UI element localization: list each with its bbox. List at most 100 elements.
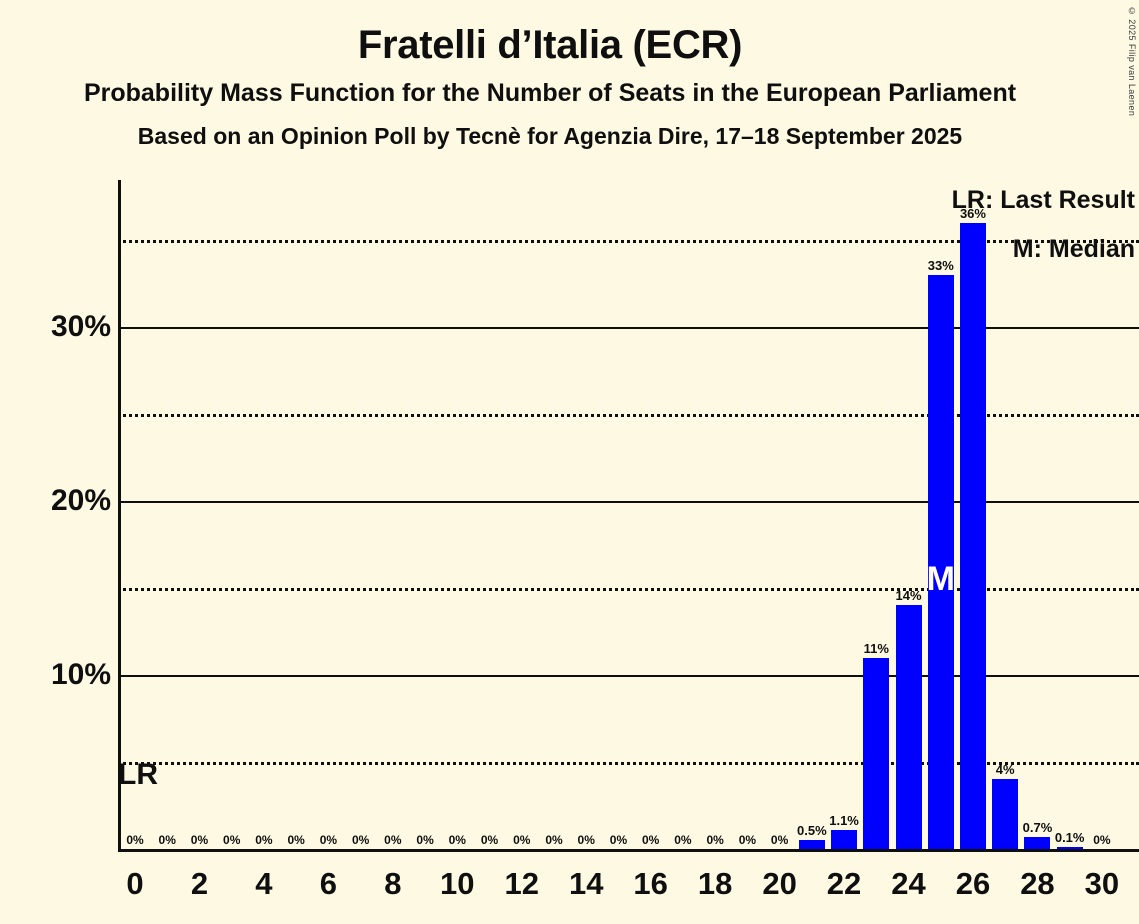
bar-value-label: 0.1% [1054, 830, 1085, 846]
chart-legend: LR: Last Result M: Median [952, 188, 1135, 262]
bar-value-label: 33% [927, 257, 954, 273]
bar-seat-29: 0.1% [1054, 177, 1085, 849]
bar-value-label: 0% [706, 833, 724, 847]
y-axis-tick-label: 20% [50, 484, 111, 517]
bar-seat-25: 33% M [926, 177, 955, 849]
bar-seat-2: 0% [186, 177, 212, 849]
x-axis-tick-label: 14 [568, 866, 604, 901]
bar-seat-1: 0% [154, 177, 180, 849]
bar-value-label: 0.7% [1022, 819, 1053, 835]
bar-value-label: 0% [1093, 833, 1111, 847]
x-axis-tick-label: 4 [255, 866, 273, 901]
x-axis-tick-label: 16 [633, 866, 668, 901]
bar-value-label: 4% [995, 762, 1015, 778]
bar-seat-14: 0% [573, 177, 599, 849]
bar-rect [927, 274, 954, 849]
bar-value-label: 0% [416, 833, 434, 847]
y-axis-tick-label: 30% [50, 310, 111, 343]
bar-seat-20: 0% [767, 177, 793, 849]
bar-seat-9: 0% [412, 177, 438, 849]
gridline-solid-10 [118, 675, 1139, 677]
median-marker: M [926, 560, 955, 599]
bar-value-label: 0% [609, 833, 628, 847]
bar-value-label: 0% [223, 833, 241, 847]
bar-rect [1056, 847, 1083, 849]
x-axis-labels: 0 2 4 6 8 10 12 14 16 18 20 22 24 26 28 30 [118, 868, 1139, 924]
bar-rect [1024, 836, 1051, 849]
gridline-solid-20 [118, 501, 1139, 503]
chart-source-line: Based on an Opinion Poll by Tecnè for Ag… [137, 122, 963, 149]
bar-value-label: 0.5% [797, 823, 827, 839]
gridline-dotted-35 [118, 240, 1139, 243]
x-axis-tick-label: 30 [1084, 866, 1120, 901]
legend-median: M: Median [1012, 235, 1135, 263]
bar-seat-12: 0% [509, 177, 535, 849]
x-axis-tick-label: 0 [126, 866, 144, 901]
x-axis-tick-label: 2 [190, 866, 209, 901]
gridline-dotted-5 [118, 762, 1139, 765]
bar-rect [959, 222, 986, 849]
bar-seat-5: 0% [283, 177, 309, 849]
bar-seat-21: 0.5% [797, 177, 827, 849]
bar-seat-0: 0% [122, 177, 148, 849]
bar-value-label: 0% [545, 833, 563, 847]
gridline-dotted-25 [118, 414, 1139, 417]
x-axis-tick-label: 12 [504, 866, 539, 901]
bar-series: 0% 0% 0% 0% 0% 0% 0% 0% 0% 0% 0% 0% 0% 0% 0% 0% 0% 0% 0% 0%… [118, 180, 1139, 849]
bar-seat-16: 0% [638, 177, 664, 849]
bar-seat-8: 0% [380, 177, 406, 849]
chart-subtitle: Probability Mass Function for the Number… [83, 79, 1017, 107]
x-axis-tick-label: 10 [440, 866, 475, 901]
plot-area: 10% 20% 30% 0% 0% 0% 0% 0% 0% 0% 0% 0% 0% 0% 0% 0% 0% 0%… [51, 180, 1139, 852]
bar-seat-13: 0% [541, 177, 567, 849]
bar-seat-19: 0% [734, 177, 760, 849]
x-axis-tick-label: 20 [762, 866, 797, 901]
title-block: Fratelli d’Italia (ECR) Probability Mass… [0, 0, 1100, 149]
bar-seat-26: 36% [960, 177, 986, 849]
bar-seat-15: 0% [605, 177, 631, 849]
x-axis-line [118, 849, 1139, 852]
bar-value-label: 0% [577, 833, 595, 847]
bar-seat-27: 4% [992, 177, 1019, 849]
x-axis-tick-label: 22 [826, 866, 862, 901]
bar-rect [992, 779, 1019, 849]
bar-value-label: 0% [351, 833, 370, 847]
copyright-notice: © 2025 Filip van Laenen [1127, 6, 1137, 117]
gridline-solid-30 [118, 327, 1139, 329]
bar-value-label: 11% [863, 640, 889, 656]
x-axis-tick-label: 24 [891, 866, 926, 901]
bar-value-label: 0% [480, 833, 499, 847]
bar-seat-7: 0% [348, 177, 374, 849]
bar-value-label: 0% [190, 833, 209, 847]
y-axis-tick-label: 10% [50, 658, 111, 691]
bar-value-label: 1.1% [829, 812, 859, 828]
y-axis-line [118, 180, 121, 852]
bar-value-label: 0% [674, 833, 692, 847]
page-title: Fratelli d’Italia (ECR) [357, 23, 743, 67]
legend-last-result: LR: Last Result [951, 186, 1135, 214]
bar-value-label: 0% [770, 833, 789, 847]
bar-seat-18: 0% [702, 177, 728, 849]
bar-seat-17: 0% [670, 177, 696, 849]
x-axis-tick-label: 26 [955, 866, 991, 901]
x-axis-tick-label: 18 [697, 866, 733, 901]
bar-rect [831, 829, 858, 849]
bar-value-label: 0% [319, 833, 338, 847]
bar-seat-23: 11% [863, 177, 890, 849]
bar-rect [798, 840, 825, 849]
bar-value-label: 0% [158, 833, 176, 847]
x-axis-tick-label: 28 [1020, 866, 1055, 901]
bar-seat-6: 0% [315, 177, 341, 849]
bar-value-label: 0% [642, 833, 660, 847]
bar-value-label: 0% [287, 833, 305, 847]
bar-value-label: 0% [738, 833, 757, 847]
bar-seat-11: 0% [477, 177, 503, 849]
bar-value-label: 0% [513, 833, 531, 847]
bar-seat-3: 0% [219, 177, 245, 849]
bar-seat-30: 0% [1089, 177, 1115, 849]
last-result-marker: LR [118, 758, 158, 791]
bar-value-label: 14% [895, 588, 922, 604]
bar-value-label: 0% [126, 833, 144, 847]
bar-seat-24: 14% [896, 177, 922, 849]
